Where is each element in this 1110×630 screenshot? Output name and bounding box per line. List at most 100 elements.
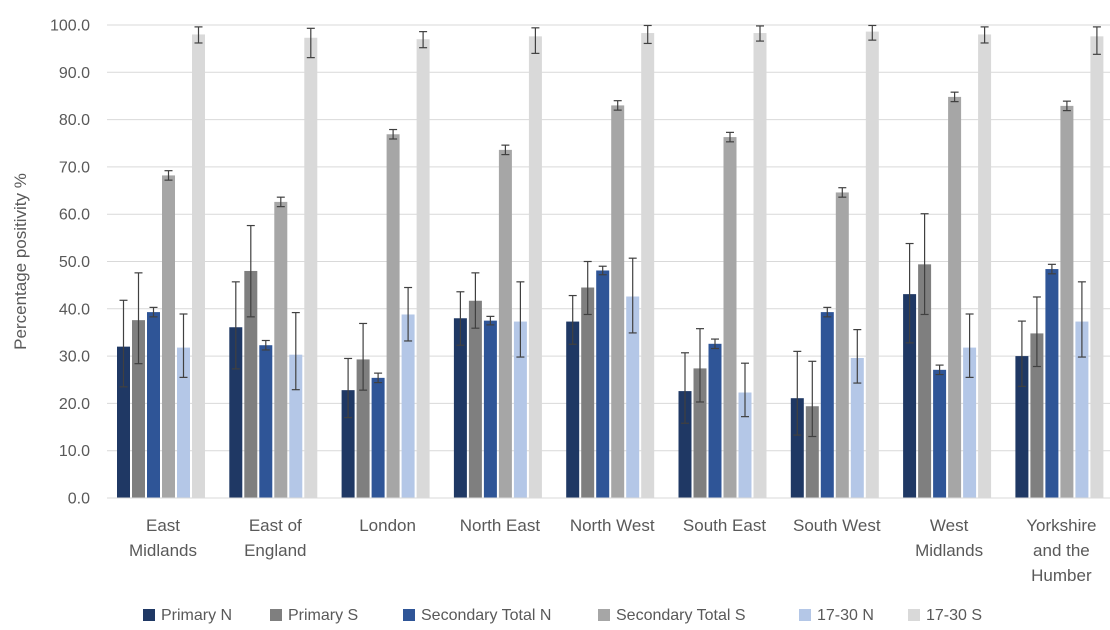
error-bar	[598, 265, 607, 276]
bar	[641, 33, 655, 498]
y-axis-ticks: 0.0 10.0 20.0 30.0 40.0 50.0 60.0 70.0 80.0 90.0 1…	[50, 18, 90, 508]
category-label: East Midlands	[129, 516, 197, 560]
error-bar	[838, 187, 847, 198]
y-tick-label: 0.0	[68, 491, 90, 508]
error-bar	[246, 224, 255, 318]
legend-label: Secondary Total S	[616, 607, 746, 624]
bar	[933, 369, 947, 498]
error-bar	[261, 339, 270, 351]
bar	[1030, 333, 1044, 498]
bar	[498, 149, 512, 498]
y-tick-label: 100.0	[50, 18, 90, 35]
bar	[835, 192, 849, 498]
bar	[1060, 105, 1074, 499]
bar	[611, 105, 625, 498]
error-bar	[756, 25, 764, 42]
bar	[117, 346, 130, 498]
legend-label: Secondary Total N	[421, 607, 551, 624]
error-bar	[980, 26, 989, 44]
bar	[1015, 356, 1029, 498]
error-bar	[291, 311, 300, 391]
error-bar	[868, 24, 877, 41]
error-bar	[344, 357, 353, 419]
legend-swatch	[908, 609, 920, 621]
bar	[453, 318, 467, 498]
error-bar	[950, 91, 959, 103]
bar	[229, 327, 243, 498]
category-label: South East	[683, 516, 766, 535]
bar	[513, 321, 527, 498]
legend-swatch	[143, 609, 155, 621]
bar	[401, 314, 415, 498]
category-label: North East	[460, 516, 541, 535]
bar	[274, 201, 288, 499]
bar	[566, 321, 580, 498]
error-bar	[306, 27, 315, 59]
y-tick-label: 20.0	[59, 396, 90, 413]
error-bar	[164, 170, 173, 181]
error-bars	[119, 24, 1101, 438]
bar	[132, 320, 145, 498]
error-bar	[194, 26, 203, 44]
category-label: East of England	[244, 516, 306, 560]
bar	[723, 137, 737, 498]
error-bar	[793, 350, 802, 436]
y-tick-label: 30.0	[59, 349, 90, 366]
bar	[596, 270, 610, 498]
bar	[483, 320, 497, 498]
legend-label: 17-30 S	[926, 607, 982, 624]
bar	[790, 398, 804, 498]
error-bar	[681, 352, 689, 424]
bar	[693, 368, 707, 498]
error-bar	[628, 257, 637, 334]
bar	[147, 312, 160, 498]
error-bar	[1032, 296, 1041, 368]
bar	[244, 270, 258, 498]
error-bar	[134, 272, 143, 365]
error-bar	[501, 144, 510, 156]
legend-swatch	[799, 609, 811, 621]
error-bar	[905, 242, 914, 344]
bar	[1075, 321, 1089, 498]
error-bar	[935, 364, 944, 376]
error-bar	[568, 294, 577, 345]
error-bar	[965, 313, 974, 378]
legend: Primary N Primary S Secondary Total N Secon…	[143, 607, 982, 624]
error-bar	[471, 272, 480, 329]
error-bar	[374, 372, 383, 384]
error-bar	[149, 306, 158, 318]
bar	[1045, 269, 1059, 498]
bar	[626, 296, 640, 498]
y-tick-label: 70.0	[59, 159, 90, 176]
bar	[356, 359, 370, 498]
legend-label: Primary S	[288, 607, 358, 624]
legend-label: Primary N	[161, 607, 232, 624]
category-label: London	[359, 516, 416, 535]
y-tick-label: 80.0	[59, 112, 90, 129]
error-bar	[1047, 263, 1056, 275]
bar	[820, 312, 834, 498]
y-tick-label: 10.0	[59, 443, 90, 460]
legend-item: Secondary Total S	[598, 607, 746, 624]
error-bar	[1062, 100, 1071, 112]
y-tick-label: 40.0	[59, 301, 90, 318]
bar	[963, 347, 977, 498]
error-bar	[276, 196, 285, 208]
y-tick-label: 60.0	[59, 207, 90, 224]
bar	[528, 36, 542, 499]
legend-swatch	[598, 609, 610, 621]
bar	[708, 343, 722, 498]
bars	[117, 31, 1104, 499]
legend-item: Primary S	[270, 607, 358, 624]
y-tick-label: 50.0	[59, 254, 90, 271]
error-bar	[696, 328, 704, 403]
bar	[738, 392, 752, 498]
bar	[304, 37, 318, 499]
error-bar	[741, 362, 749, 418]
bar	[371, 377, 385, 498]
bar	[850, 357, 864, 498]
bar	[386, 134, 400, 498]
error-bar	[920, 213, 929, 316]
legend-item: Primary N	[143, 607, 232, 624]
bar	[753, 33, 767, 498]
